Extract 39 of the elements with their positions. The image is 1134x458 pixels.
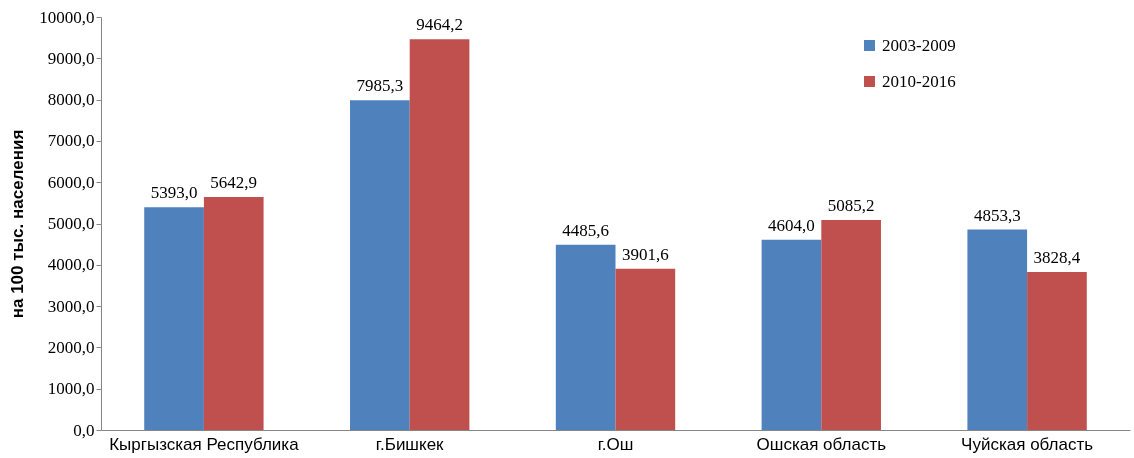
y-tick-label: 6000,0 bbox=[47, 172, 95, 192]
bar bbox=[409, 39, 470, 430]
x-tick-label: Кыргызская Республика bbox=[109, 434, 300, 454]
data-label: 4485,6 bbox=[562, 220, 610, 240]
bar bbox=[821, 219, 881, 430]
x-tick-label: Чуйская область bbox=[961, 434, 1094, 454]
data-label: 5085,2 bbox=[827, 195, 875, 215]
bar bbox=[967, 229, 1028, 430]
data-label: 3828,4 bbox=[1033, 247, 1081, 267]
data-label: 9464,2 bbox=[416, 15, 463, 35]
bar bbox=[350, 100, 410, 430]
bar bbox=[761, 239, 822, 430]
y-tick-label: 10000,0 bbox=[39, 7, 95, 27]
data-label: 4853,3 bbox=[973, 205, 1021, 225]
bar bbox=[203, 196, 264, 430]
data-label: 5642,9 bbox=[210, 172, 258, 192]
y-tick-label: 0,0 bbox=[73, 420, 95, 440]
bar bbox=[555, 244, 616, 430]
y-tick-label: 1000,0 bbox=[47, 379, 95, 399]
y-tick-label: 7000,0 bbox=[47, 131, 95, 151]
y-axis-title: на 100 тыс. населения bbox=[8, 129, 28, 319]
y-tick-label: 9000,0 bbox=[47, 48, 95, 68]
bar bbox=[615, 268, 676, 430]
y-tick-label: 8000,0 bbox=[47, 90, 95, 110]
data-label: 4604,0 bbox=[768, 215, 815, 235]
bar bbox=[1027, 271, 1087, 430]
y-tick-label: 5000,0 bbox=[47, 214, 95, 233]
y-tick-label: 2000,0 bbox=[47, 337, 95, 357]
data-label: 7985,3 bbox=[356, 76, 404, 96]
legend-label: 2003-2009 bbox=[882, 35, 956, 55]
y-tick-label: 4000,0 bbox=[47, 255, 95, 275]
x-tick-label: Ошская область bbox=[756, 434, 887, 454]
bar bbox=[144, 207, 204, 430]
data-label: 3901,6 bbox=[621, 244, 669, 264]
x-tick-label: г.Бишкек bbox=[375, 434, 445, 454]
y-tick-label: 3000,0 bbox=[47, 296, 95, 316]
x-tick-label: г.Ош bbox=[597, 434, 634, 454]
data-label: 5393,0 bbox=[150, 183, 198, 203]
legend-label: 2010-2016 bbox=[882, 71, 956, 91]
